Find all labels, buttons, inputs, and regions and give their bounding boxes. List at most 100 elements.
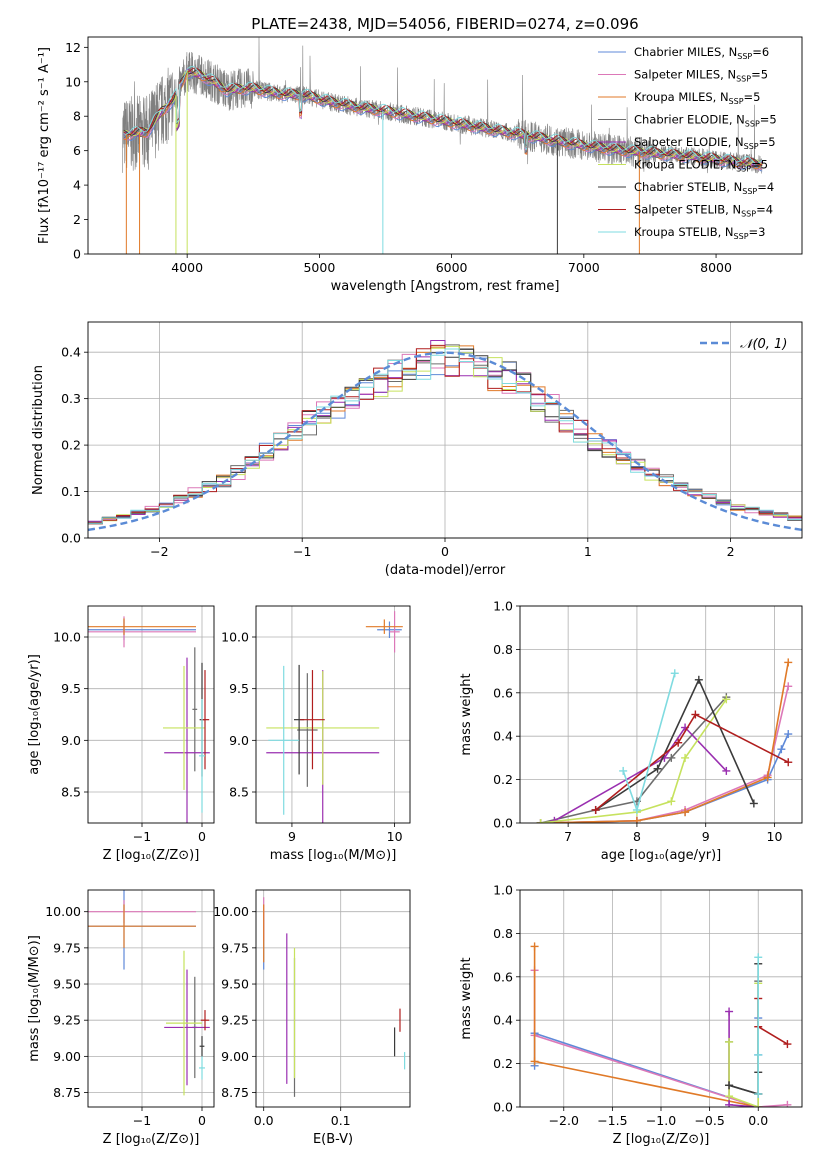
mass-vs-EBV-chart: 0.0 0.1 8.75 9.00 9.25 9.50 9.75 10.00 E(B-V) [213,889,411,1147]
y-tick-label: 4 [73,178,81,193]
massweight-vs-Z-x-axis-label: Z [log₁₀(Z/Z⊙)] [613,1132,710,1147]
age-vs-Z-plot-area [88,616,210,823]
weight-marker [763,773,772,782]
weight-marker [619,766,628,775]
weight-marker [722,695,731,704]
y-tick-label: 0.2 [493,772,513,787]
age-vs-mass-grid [256,606,410,823]
weight-marker [749,799,758,808]
age-vs-Z-frame [87,605,215,824]
normal-reference-curve [88,351,802,532]
residuals-frame [87,321,803,539]
weight-marker [754,1103,763,1107]
x-tick-label: 4000 [171,260,203,275]
y-tick-label: 1.0 [493,599,513,614]
weight-marker [754,1050,763,1059]
mass-vs-Z-plot-area [88,890,210,1096]
x-tick-label: −2.0 [549,1113,579,1128]
error-bar-point [88,618,196,635]
weight-marker [530,942,539,951]
error-bar-point [88,904,196,948]
weight-marker [530,1057,539,1066]
mass-vs-Z-x-axis-label: Z [log₁₀(Z/Z⊙)] [103,1132,200,1147]
weight-line-chabrier-stelib [595,677,755,811]
weight-marker [632,805,641,814]
error-bar-point [377,621,402,639]
massweight-vs-Z-plot-area [530,942,792,1107]
residuals-plot-area [88,340,802,532]
weight-line-salpeter-stelib [595,713,789,811]
y-tick-label: 0.0 [61,531,81,546]
mass-vs-EBV-x-axis-label: E(B-V) [313,1132,353,1147]
age-vs-Z-y-axis-label: age [log₁₀(age/yr)] [27,654,42,775]
x-tick-label: 6000 [436,260,468,275]
legend-entry: Chabrier ELODIE, NSSP=5 [634,113,777,129]
massweight-vs-age-x-axis-label: age [log₁₀(age/yr)] [601,848,722,863]
age-vs-Z-x-axis-label: Z [log₁₀(Z/Z⊙)] [103,848,200,863]
massweight-vs-Z-frame [519,889,803,1108]
error-bar-point [268,665,300,815]
age-vs-mass-plot-area [266,611,403,823]
y-tick-label: 0.4 [61,345,81,360]
x-tick-label: 8 [633,829,641,844]
y-tick-label: 0.4 [493,729,513,744]
weight-marker [725,1092,734,1101]
model-line-kroupa-stelib [123,65,763,165]
y-tick-label: 0.4 [493,1013,513,1028]
x-tick-label: −1 [133,829,151,844]
weight-marker [667,797,676,806]
age-vs-mass-x-axis-label: mass [log₁₀(M/M⊙)] [270,848,397,863]
residuals-chart: −2 −1 0 1 2 0.0 0.1 0.2 0.3 0.4 (data-model)/error… [31,321,803,578]
y-tick-label: 9.00 [221,1049,249,1064]
y-tick-label: 8.5 [61,785,81,800]
y-tick-label: 9.0 [229,733,249,748]
legend-entry: Salpeter MILES, NSSP=5 [634,68,768,84]
error-bar-point [300,670,325,770]
weight-marker [725,1100,734,1107]
legend-entry: Kroupa MILES, NSSP=5 [634,90,760,106]
mass-vs-Z-y-axis-label: mass [log₁₀(M/M⊙)] [27,935,42,1062]
error-bar-point [266,671,380,785]
y-tick-label: 0.6 [493,969,513,984]
x-tick-label: 0 [198,1113,206,1128]
legend-entry: Kroupa STELIB, NSSP=3 [634,225,765,241]
residuals-x-axis-label: (data-model)/error [385,563,506,578]
error-bar-point [199,1036,205,1057]
x-tick-label: −1.5 [597,1113,627,1128]
x-tick-label: −0.5 [694,1113,724,1128]
mass-vs-Z-chart: −1 0 8.75 9.00 9.25 9.50 9.75 10.00 Z [log₁₀(Z/Z… [27,889,215,1147]
legend-entry: Chabrier STELIB, NSSP=4 [634,180,774,196]
y-tick-label: 10.00 [45,904,81,919]
y-tick-label: 9.50 [221,977,249,992]
model-line-salpeter-stelib [123,67,763,166]
y-tick-label: 10.0 [221,630,249,645]
y-tick-label: 0.8 [493,642,513,657]
y-tick-label: 0.3 [61,391,81,406]
weight-marker [725,1007,734,1016]
y-tick-label: 9.25 [53,1013,81,1028]
x-tick-label: −2 [150,544,168,559]
massweight-vs-age-chart: 7 8 9 10 0.0 0.2 0.4 0.6 0.8 1.0 age [log₁₀(age/yr… [459,599,803,863]
error-bar-point [199,699,205,813]
y-tick-label: 0.6 [493,685,513,700]
y-tick-label: 12 [65,40,81,55]
x-tick-label: −1 [133,1113,151,1128]
spectrum-chart: 4000 5000 6000 7000 8000 0 2 4 6 8 10 12 wavelength … [37,36,803,294]
observed-spectrum [122,37,763,174]
weight-marker [754,953,763,962]
y-tick-label: 9.5 [61,681,81,696]
legend-entry: Chabrier MILES, NSSP=6 [634,45,769,61]
error-bar-point [365,619,403,634]
x-tick-label: 9 [702,829,710,844]
x-tick-label: 2 [727,544,735,559]
y-tick-label: 0.0 [493,816,513,831]
weight-marker [536,819,545,823]
weight-marker [754,1089,763,1098]
mass-vs-Z-frame [87,889,215,1108]
y-tick-label: 9.50 [53,977,81,992]
error-bar-point [192,647,198,772]
spectrum-legend: Chabrier MILES, NSSP=6 Salpeter MILES, NS… [598,45,777,241]
weight-marker [591,805,600,814]
mass-vs-EBV-plot-area [263,897,406,1097]
